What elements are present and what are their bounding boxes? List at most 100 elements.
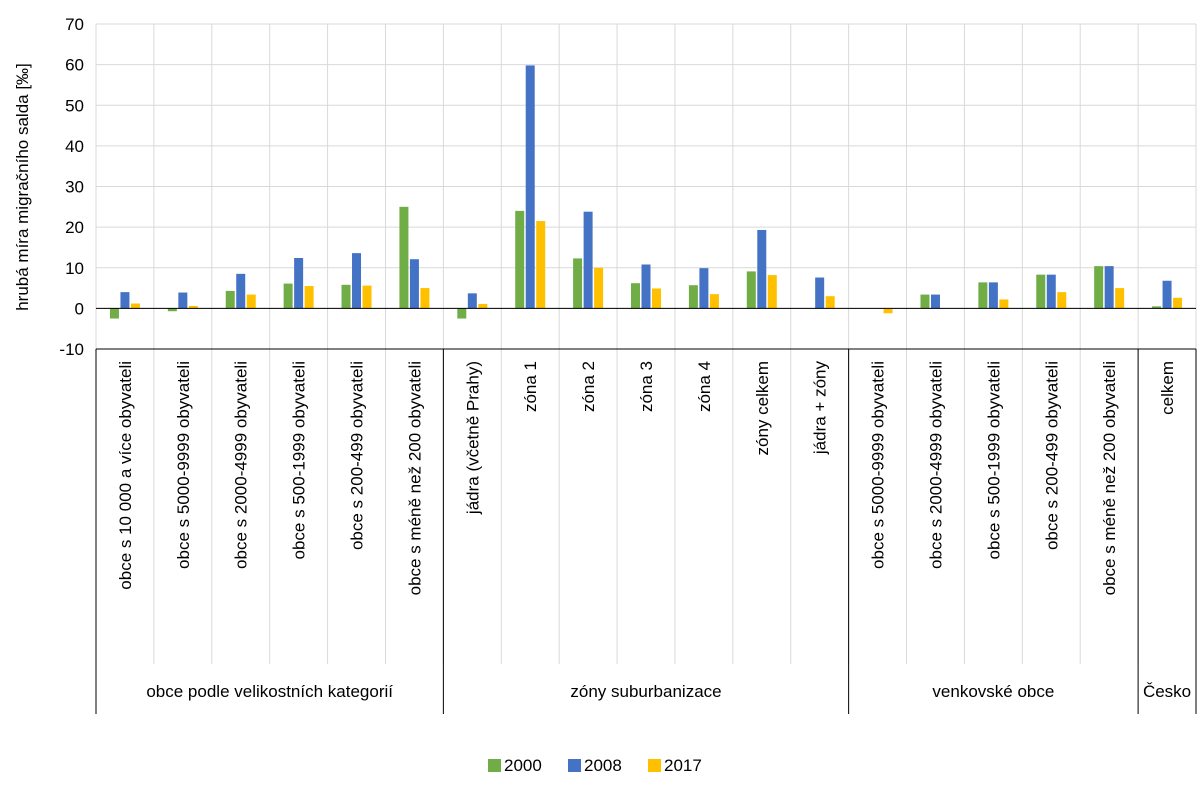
group-labels: obce podle velikostních kategorií zóny su… xyxy=(146,682,1191,701)
legend-label: 2008 xyxy=(584,756,622,775)
category-label: obce s méně než 200 obyvateli xyxy=(1100,361,1119,595)
bar-2008 xyxy=(757,229,767,309)
y-tick-label: 40 xyxy=(65,137,84,156)
bar-2017 xyxy=(652,288,661,309)
grid-lines xyxy=(95,23,1197,664)
y-tick-label: 50 xyxy=(65,96,84,115)
bar-2008 xyxy=(467,293,477,309)
category-label: obce s 500-1999 obyvateli xyxy=(290,361,309,559)
group-label: obce podle velikostních kategorií xyxy=(146,682,393,701)
bar-2000 xyxy=(167,308,177,312)
bar-2000 xyxy=(920,294,930,309)
bar-2008 xyxy=(988,282,998,309)
bar-2008 xyxy=(1162,280,1172,309)
bar-2008 xyxy=(815,277,825,309)
y-tick-labels: -10 0 10 20 30 40 50 60 70 xyxy=(59,15,84,359)
bar-2000 xyxy=(688,285,698,309)
group-label: Česko xyxy=(1143,682,1191,701)
y-tick-label: 10 xyxy=(65,259,84,278)
category-labels: obce s 10 000 a více obyvateli obce s 500… xyxy=(116,361,1177,596)
bar-2008 xyxy=(178,292,188,309)
legend-swatch-2017 xyxy=(648,759,661,772)
bar-2008 xyxy=(641,264,651,309)
bar-2008 xyxy=(236,273,246,309)
bar-2017 xyxy=(1057,292,1067,309)
bar-2000 xyxy=(746,271,756,309)
y-tick-label: 70 xyxy=(65,15,84,34)
legend-swatch-2008 xyxy=(568,759,581,772)
bar-2008 xyxy=(930,294,940,309)
category-label: obce s 200-499 obyvateli xyxy=(1042,361,1061,550)
legend-label: 2017 xyxy=(664,756,702,775)
bar-2008 xyxy=(525,65,535,309)
bar-2017 xyxy=(709,294,719,309)
bar-2000 xyxy=(1094,266,1104,309)
y-tick-label: 0 xyxy=(75,299,84,318)
legend: 2000 2008 2017 xyxy=(488,756,702,775)
bar-2017 xyxy=(536,221,546,309)
bar-2008 xyxy=(583,211,593,309)
bar-2017 xyxy=(1173,297,1183,309)
bar-2008 xyxy=(409,259,419,309)
category-label: obce s 200-499 obyvateli xyxy=(348,361,367,550)
bar-2017 xyxy=(478,303,488,309)
category-label: celkem xyxy=(1158,361,1177,415)
bar-2017 xyxy=(883,308,893,314)
category-label: zóna 1 xyxy=(521,361,540,412)
category-label: zóny celkem xyxy=(753,361,772,455)
bars xyxy=(109,65,1183,319)
category-label: obce s méně než 200 obyvateli xyxy=(405,361,424,595)
legend-swatch-2000 xyxy=(488,759,501,772)
group-label: venkovské obce xyxy=(932,682,1054,701)
y-tick-label: 20 xyxy=(65,218,84,237)
category-label: obce s 5000-9999 obyvateli xyxy=(174,361,193,569)
bar-2000 xyxy=(225,290,235,309)
bar-2008 xyxy=(120,292,130,309)
bar-2017 xyxy=(304,286,314,309)
bar-2017 xyxy=(246,294,256,309)
category-label: obce s 2000-4999 obyvateli xyxy=(926,361,945,569)
bar-2000 xyxy=(341,284,351,309)
bar-2000 xyxy=(1036,274,1046,309)
y-tick-label: 30 xyxy=(65,178,84,197)
bar-2017 xyxy=(767,275,777,309)
category-label: obce s 10 000 a více obyvateli xyxy=(116,361,135,590)
bar-2017 xyxy=(999,299,1009,309)
bar-2008 xyxy=(294,258,304,309)
y-axis-label: hrubá míra migračního salda [‰] xyxy=(13,63,32,311)
bar-2000 xyxy=(573,258,583,309)
group-label: zóny suburbanizace xyxy=(570,682,721,701)
bar-2000 xyxy=(978,282,988,309)
legend-label: 2000 xyxy=(504,756,542,775)
axes xyxy=(95,307,1197,714)
bar-2000 xyxy=(109,308,119,319)
category-label: zóna 3 xyxy=(637,361,656,412)
bar-2008 xyxy=(1104,266,1114,309)
category-label: jádra (včetně Prahy) xyxy=(463,361,482,515)
bar-2017 xyxy=(188,305,198,309)
bar-2000 xyxy=(283,283,293,309)
category-label: obce s 500-1999 obyvateli xyxy=(984,361,1003,559)
bar-2000 xyxy=(457,308,467,319)
category-label: obce s 5000-9999 obyvateli xyxy=(869,361,888,569)
category-label: zóna 4 xyxy=(695,361,714,412)
category-label: jádra + zóny xyxy=(811,361,830,456)
bar-2008 xyxy=(699,268,709,309)
category-label: obce s 2000-4999 obyvateli xyxy=(232,361,251,569)
bar-2017 xyxy=(130,303,140,309)
bar-2017 xyxy=(594,267,604,309)
bar-2017 xyxy=(825,296,835,309)
bar-2008 xyxy=(1046,274,1056,309)
bar-2017 xyxy=(420,288,430,309)
bar-2017 xyxy=(362,285,372,309)
bar-2000 xyxy=(631,283,640,309)
bar-2000 xyxy=(1152,306,1162,309)
category-label: zóna 2 xyxy=(579,361,598,412)
bar-2000 xyxy=(399,206,409,309)
bar-2017 xyxy=(1115,288,1125,309)
bar-2000 xyxy=(515,210,525,309)
bar-2008 xyxy=(352,253,362,309)
y-tick-label: 60 xyxy=(65,56,84,75)
y-tick-label: -10 xyxy=(59,340,84,359)
